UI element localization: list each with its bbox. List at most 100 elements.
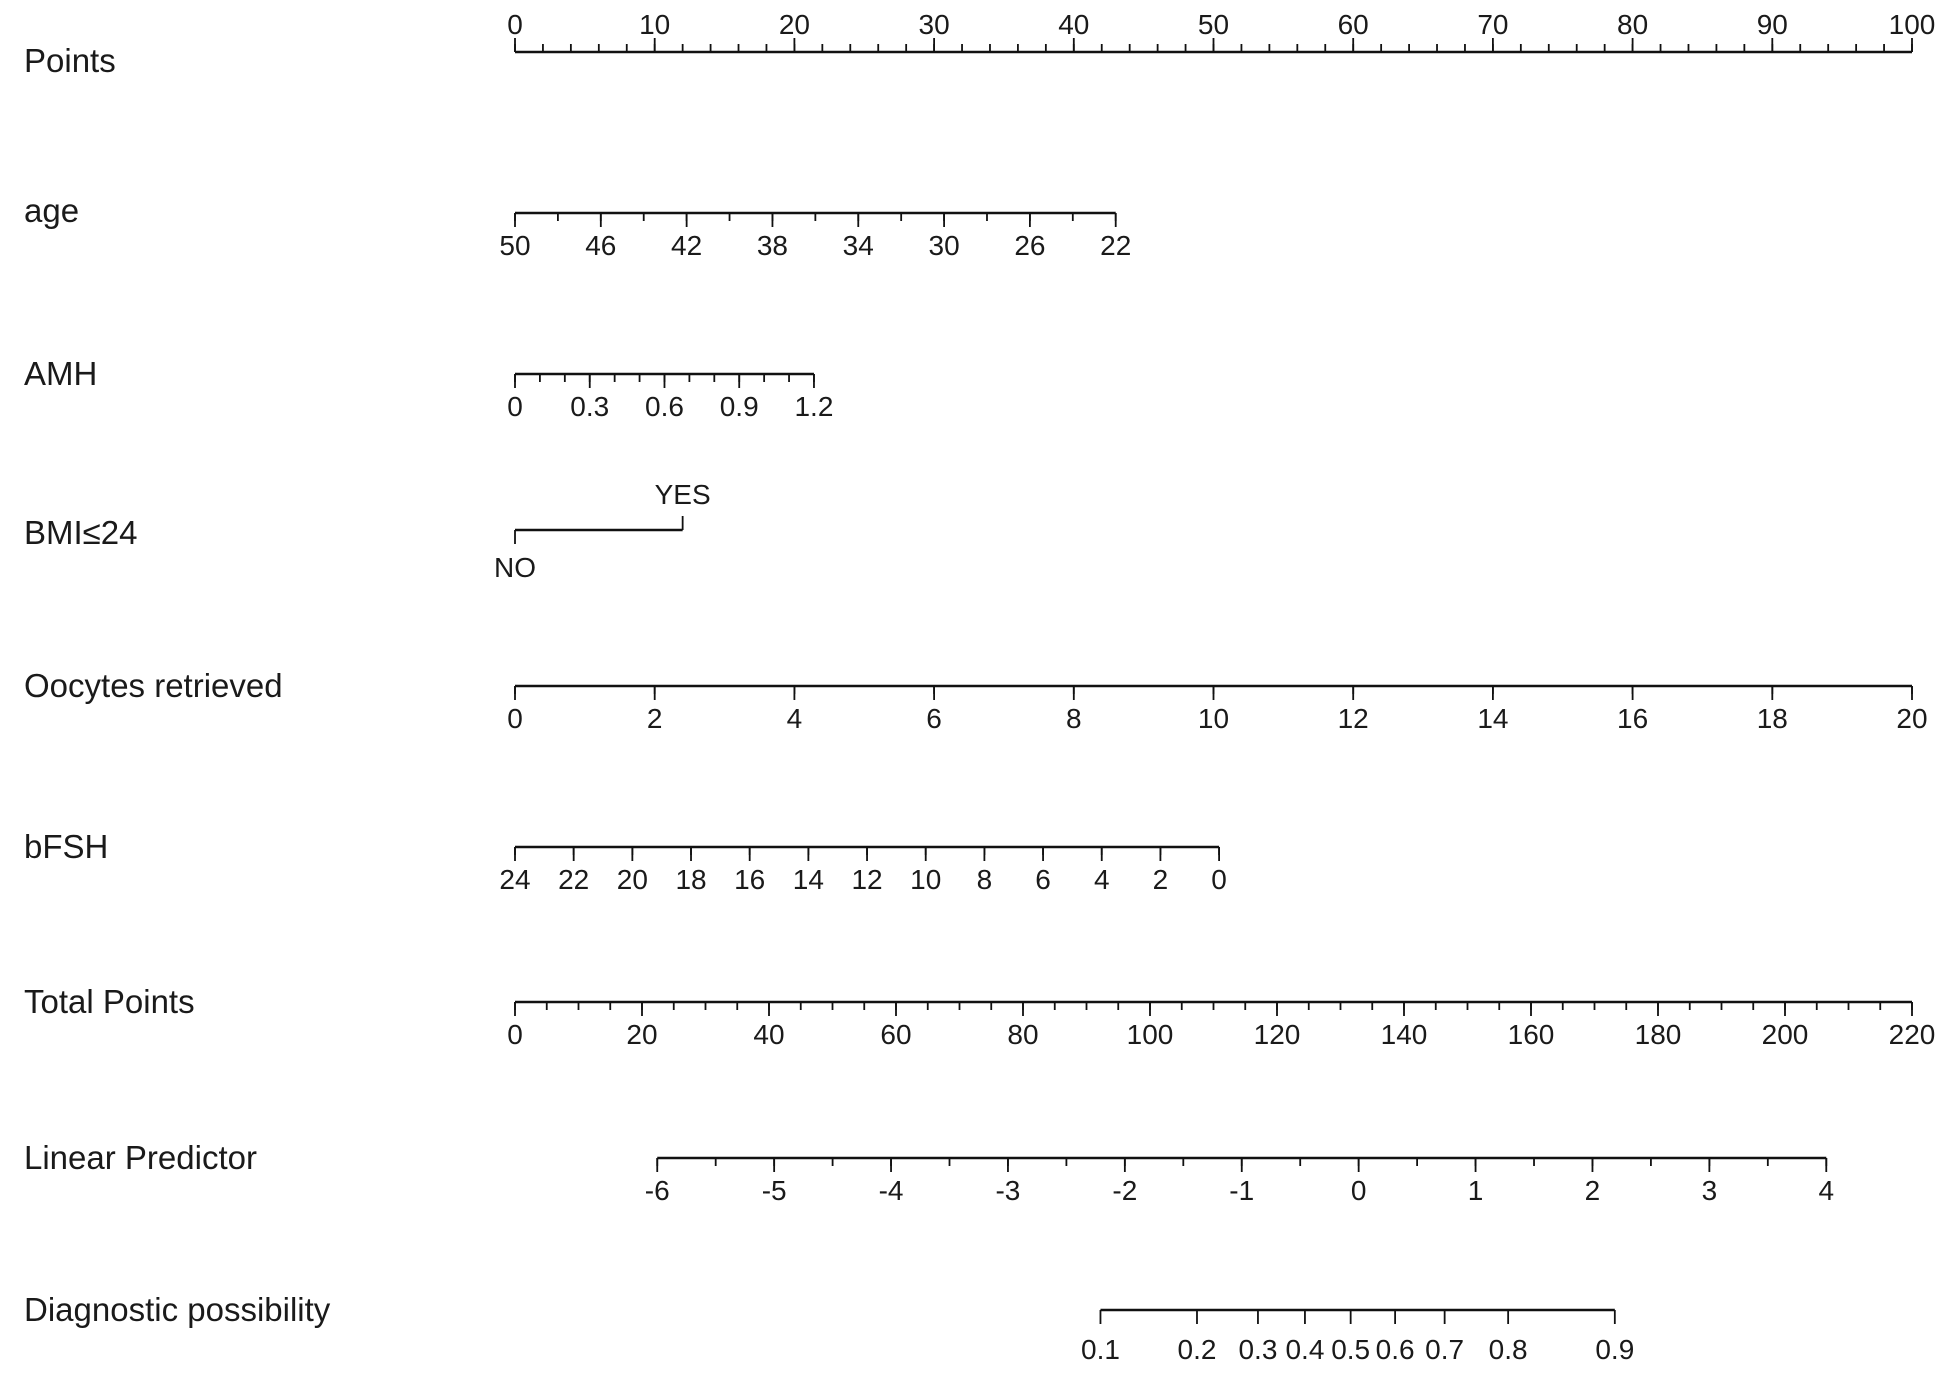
- tick-label: 0.7: [1425, 1334, 1464, 1365]
- tick-label: 0.8: [1489, 1334, 1528, 1365]
- tick-label: 0: [507, 391, 523, 422]
- tick-label: 60: [880, 1019, 911, 1050]
- row-linear-predictor: Linear Predictor -6 -5 -4 -3 -2 -1 0 1 2 3 4: [24, 1139, 1834, 1206]
- tick-label: 0.6: [645, 391, 684, 422]
- tick-label: -4: [879, 1175, 904, 1206]
- tick-label: 16: [734, 864, 765, 895]
- row-age: age 50 46 42 38 34 30 26 22: [24, 192, 1131, 261]
- tick-label: 0: [507, 703, 523, 734]
- row-label-points: Points: [24, 42, 116, 79]
- tick-label: -6: [645, 1175, 670, 1206]
- tick-label: 20: [617, 864, 648, 895]
- tick-label: 0.6: [1376, 1334, 1415, 1365]
- tick-label: 2: [647, 703, 663, 734]
- category-label: YES: [655, 479, 711, 510]
- tick-label: 2: [1585, 1175, 1601, 1206]
- tick-label: 38: [757, 230, 788, 261]
- tick-label: 18: [1757, 703, 1788, 734]
- tick-label: 12: [851, 864, 882, 895]
- tick-label: -2: [1112, 1175, 1137, 1206]
- row-label-oocytes-retrieved: Oocytes retrieved: [24, 667, 283, 704]
- tick-label: 34: [843, 230, 874, 261]
- tick-label: 0.9: [1595, 1334, 1634, 1365]
- tick-label: 26: [1014, 230, 1045, 261]
- tick-label: 90: [1757, 9, 1788, 40]
- tick-label: 0.9: [720, 391, 759, 422]
- tick-label: 22: [1100, 230, 1131, 261]
- tick-label: -1: [1229, 1175, 1254, 1206]
- row-amh: AMH 0 0.3 0.6 0.9 1.2: [24, 355, 833, 422]
- category-label: NO: [494, 552, 536, 583]
- tick-label: 0.4: [1285, 1334, 1324, 1365]
- row-diagnostic-possibility: Diagnostic possibility 0.1 0.2 0.3 0.4 0.5 0.6…: [24, 1291, 1634, 1365]
- row-label-age: age: [24, 192, 79, 229]
- tick-label: 50: [499, 230, 530, 261]
- tick-label: 0.1: [1081, 1334, 1120, 1365]
- tick-label: 0: [1211, 864, 1227, 895]
- tick-label: 0.5: [1331, 1334, 1370, 1365]
- tick-label: 16: [1617, 703, 1648, 734]
- tick-label: 0: [507, 9, 523, 40]
- tick-label: 80: [1007, 1019, 1038, 1050]
- tick-label: 120: [1254, 1019, 1301, 1050]
- tick-label: 4: [787, 703, 803, 734]
- row-label-amh: AMH: [24, 355, 97, 392]
- tick-label: 0.2: [1178, 1334, 1217, 1365]
- tick-label: 80: [1617, 9, 1648, 40]
- tick-label: 220: [1889, 1019, 1936, 1050]
- tick-label: 20: [626, 1019, 657, 1050]
- tick-label: 0.3: [570, 391, 609, 422]
- tick-label: 24: [499, 864, 530, 895]
- tick-label: 8: [977, 864, 993, 895]
- tick-label: 2: [1153, 864, 1169, 895]
- tick-label: 46: [585, 230, 616, 261]
- tick-label: 12: [1338, 703, 1369, 734]
- tick-label: 0: [507, 1019, 523, 1050]
- tick-label: 180: [1635, 1019, 1682, 1050]
- tick-label: 0: [1351, 1175, 1367, 1206]
- row-oocytes-retrieved: Oocytes retrieved 0 2 4 6 8 10 12 14 16 18 20: [24, 667, 1928, 734]
- row-label-total-points: Total Points: [24, 983, 195, 1020]
- row-total-points: Total Points 0 20 40 60 80 100 120 140 160 180 200 2…: [24, 983, 1935, 1050]
- tick-label: 6: [926, 703, 942, 734]
- tick-label: 60: [1338, 9, 1369, 40]
- tick-label: 18: [675, 864, 706, 895]
- tick-label: 100: [1889, 9, 1936, 40]
- tick-label: 50: [1198, 9, 1229, 40]
- tick-label: 10: [639, 9, 670, 40]
- tick-label: 10: [1198, 703, 1229, 734]
- tick-label: 20: [1896, 703, 1927, 734]
- row-bmi-24: BMI≤24 NO YES: [24, 479, 711, 583]
- tick-label: 200: [1762, 1019, 1809, 1050]
- tick-label: 4: [1818, 1175, 1834, 1206]
- tick-label: 10: [910, 864, 941, 895]
- tick-label: 100: [1127, 1019, 1174, 1050]
- tick-label: -5: [762, 1175, 787, 1206]
- row-label-diagnostic-possibility: Diagnostic possibility: [24, 1291, 331, 1328]
- tick-label: 1.2: [794, 391, 833, 422]
- tick-label: -3: [995, 1175, 1020, 1206]
- row-label-bfsh: bFSH: [24, 828, 108, 865]
- tick-label: 22: [558, 864, 589, 895]
- tick-label: 140: [1381, 1019, 1428, 1050]
- tick-label: 30: [929, 230, 960, 261]
- tick-label: 14: [793, 864, 824, 895]
- row-points: Points 0 10 20 30 40 50 60 70 80 90 100: [24, 9, 1935, 79]
- tick-label: 42: [671, 230, 702, 261]
- tick-label: 6: [1035, 864, 1051, 895]
- row-label-linear-predictor: Linear Predictor: [24, 1139, 257, 1176]
- tick-label: 20: [779, 9, 810, 40]
- tick-label: 4: [1094, 864, 1110, 895]
- tick-label: 160: [1508, 1019, 1555, 1050]
- tick-label: 8: [1066, 703, 1082, 734]
- row-label-bmi-24: BMI≤24: [24, 514, 138, 551]
- tick-label: 30: [919, 9, 950, 40]
- tick-label: 1: [1468, 1175, 1484, 1206]
- tick-label: 3: [1702, 1175, 1718, 1206]
- tick-label: 40: [753, 1019, 784, 1050]
- tick-label: 0.3: [1238, 1334, 1277, 1365]
- tick-label: 14: [1477, 703, 1508, 734]
- tick-label: 70: [1477, 9, 1508, 40]
